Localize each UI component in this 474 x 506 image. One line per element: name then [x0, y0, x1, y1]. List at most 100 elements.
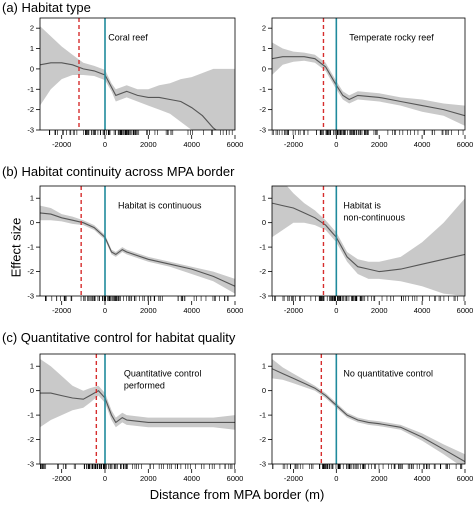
y-tick-label: -3: [27, 292, 34, 301]
rug-marks: [48, 130, 233, 135]
panel-annotation: Temperate rocky reef: [349, 33, 434, 43]
effect-line: [40, 62, 217, 130]
y-tick-label: -2: [27, 435, 34, 444]
y-tick-label: -1: [259, 243, 266, 252]
y-tick-label: -3: [259, 460, 266, 469]
y-tick-label: 1: [262, 194, 266, 203]
panel-annotation: Habitat is: [343, 200, 381, 210]
x-tick-label: 2000: [140, 140, 157, 149]
y-tick-label: -2: [259, 105, 266, 114]
x-tick-label: 6000: [227, 140, 244, 149]
effect-line: [272, 202, 465, 273]
panel-c-left: -2000 0 2000 4000 6000 -3 -2 -1 0 1 Quantitative c…: [27, 353, 244, 483]
panel-frame: [39, 185, 236, 297]
panel-annotation: performed: [124, 380, 165, 390]
y-tick-label: 1: [30, 194, 34, 203]
y-tick-label: -1: [259, 85, 266, 94]
y-tick-label: -2: [27, 105, 34, 114]
y-tick-label: 1: [30, 362, 34, 371]
y-tick-label: -3: [259, 126, 266, 135]
x-tick-label: 4000: [183, 140, 200, 149]
x-tick-label: 6000: [227, 474, 244, 483]
x-tick-label: 0: [103, 474, 107, 483]
panel-c-right: -2000 0 2000 4000 6000 -3 -2 -1 0 1 No quantitativ…: [259, 353, 474, 483]
x-tick-label: 6000: [457, 474, 474, 483]
y-tick-label: -1: [27, 85, 34, 94]
y-tick-label: -2: [259, 267, 266, 276]
x-tick-label: -2000: [52, 474, 71, 483]
y-tick-label: -1: [259, 411, 266, 420]
y-tick-label: -3: [27, 460, 34, 469]
y-tick-label: 0: [30, 218, 34, 227]
confidence-band: [272, 186, 465, 296]
y-tick-label: -3: [27, 126, 34, 135]
y-tick-label: -2: [27, 267, 34, 276]
panel-annotation: No quantitative control: [343, 368, 433, 378]
x-tick-label: 0: [334, 474, 338, 483]
rug-marks: [272, 296, 465, 301]
section-title-b: (b) Habitat continuity across MPA border: [2, 164, 235, 179]
x-tick-label: 6000: [457, 306, 474, 315]
effect-line: [40, 212, 235, 287]
y-tick-label: 2: [30, 24, 34, 33]
x-tick-label: 0: [103, 140, 107, 149]
confidence-band: [272, 42, 465, 126]
y-tick-label: -3: [259, 292, 266, 301]
x-tick-label: 4000: [414, 140, 431, 149]
x-tick-label: 4000: [183, 474, 200, 483]
x-tick-label: 2000: [371, 474, 388, 483]
rug-marks: [45, 296, 229, 301]
x-tick-label: 6000: [457, 140, 474, 149]
panel-annotation: non-continuous: [343, 212, 405, 222]
x-tick-label: 2000: [371, 140, 388, 149]
confidence-band: [272, 358, 465, 464]
x-tick-label: 2000: [140, 474, 157, 483]
y-tick-label: 0: [30, 386, 34, 395]
x-tick-label: 4000: [414, 306, 431, 315]
y-tick-label: 1: [262, 44, 266, 53]
y-axis-label: Effect size: [8, 217, 24, 278]
y-tick-label: 2: [262, 24, 266, 33]
panel-a-left: -2000 0 2000 4000 6000 -3 -2 -1 0 1 2 Coral reef: [27, 17, 244, 149]
x-tick-label: -2000: [284, 474, 303, 483]
x-tick-label: 0: [103, 306, 107, 315]
y-tick-label: 0: [30, 64, 34, 73]
y-tick-label: -1: [27, 411, 34, 420]
panel-b-right: -2000 0 2000 4000 6000 -3 -2 -1 0 1 Habitat is non-…: [259, 185, 474, 315]
y-tick-label: -1: [27, 243, 34, 252]
x-tick-label: 0: [334, 306, 338, 315]
x-tick-label: -2000: [284, 306, 303, 315]
confidence-band: [40, 205, 235, 294]
panel-b-left: -2000 0 2000 4000 6000 -3 -2 -1 0 1 Habitat is con…: [27, 185, 244, 315]
panel-annotation: Quantitative control: [124, 368, 202, 378]
x-axis-label: Distance from MPA border (m): [149, 487, 325, 502]
panel-annotation: Habitat is continuous: [118, 200, 202, 210]
effect-line: [272, 368, 465, 463]
panel-annotation: Coral reef: [108, 33, 148, 43]
x-tick-label: 0: [334, 140, 338, 149]
y-tick-label: 1: [262, 362, 266, 371]
y-tick-label: 0: [262, 64, 266, 73]
x-tick-label: -2000: [284, 140, 303, 149]
rug-marks: [40, 464, 236, 469]
x-tick-label: -2000: [52, 306, 71, 315]
x-tick-label: 4000: [183, 306, 200, 315]
panel-frame: [271, 185, 466, 297]
panel-a-right: -2000 0 2000 4000 6000 -3 -2 -1 0 1 2 Temperate roc…: [259, 17, 474, 149]
x-tick-label: 6000: [227, 306, 244, 315]
effect-line: [40, 390, 235, 424]
y-tick-label: 0: [262, 218, 266, 227]
x-tick-label: -2000: [52, 140, 71, 149]
rug-marks: [272, 464, 463, 469]
effect-line: [272, 56, 465, 117]
y-tick-label: 0: [262, 386, 266, 395]
section-title-c: (c) Quantitative control for habitat qua…: [2, 330, 236, 345]
section-title-a: (a) Habitat type: [2, 0, 91, 15]
rug-marks: [271, 130, 464, 135]
panel-frame: [39, 353, 236, 465]
y-tick-label: 1: [30, 44, 34, 53]
x-tick-label: 2000: [140, 306, 157, 315]
y-tick-label: -2: [259, 435, 266, 444]
x-tick-label: 2000: [371, 306, 388, 315]
